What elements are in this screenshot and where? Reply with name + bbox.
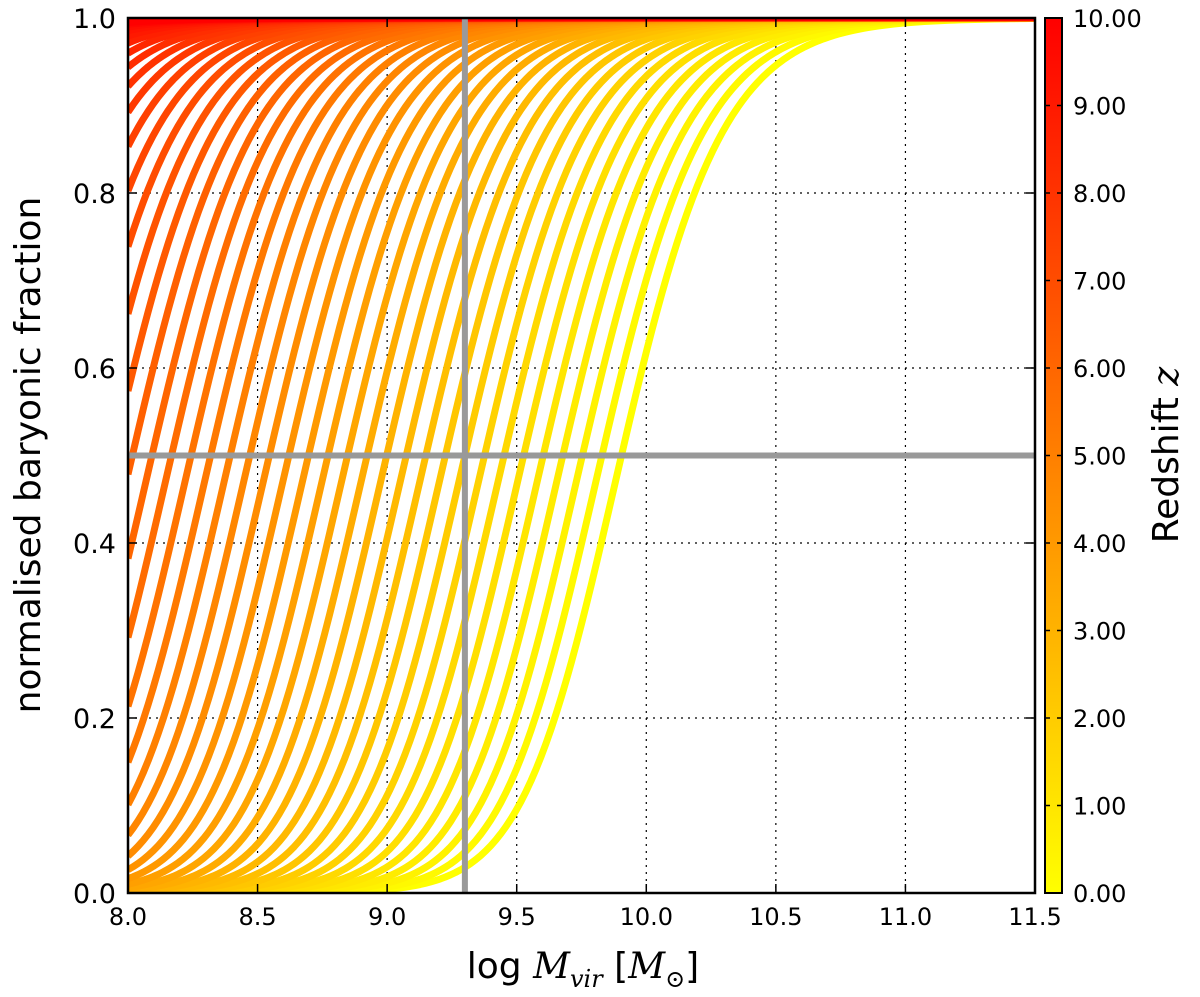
plot-frame bbox=[126, 16, 1037, 895]
x-axis-title: log Mvir [M⊙] bbox=[467, 946, 699, 993]
y-tick-label: 0.8 bbox=[73, 179, 116, 210]
y-tick-label: 0.0 bbox=[73, 879, 116, 910]
colorbar-tick-label: 3.00 bbox=[1073, 618, 1126, 646]
x-tick-label: 10.5 bbox=[749, 903, 802, 931]
x-tick-label: 11.5 bbox=[1008, 903, 1061, 931]
colorbar-tick-label: 0.00 bbox=[1073, 880, 1126, 908]
y-axis-title: normalised baryonic fraction bbox=[8, 197, 49, 714]
colorbar-tick-label: 2.00 bbox=[1073, 705, 1126, 733]
colorbar-tick-label: 10.00 bbox=[1073, 5, 1142, 33]
colorbar-tick-label: 4.00 bbox=[1073, 530, 1126, 558]
colorbar-tick-label: 6.00 bbox=[1073, 355, 1126, 383]
x-tick-label: 9.5 bbox=[498, 903, 536, 931]
y-tick-label: 0.4 bbox=[73, 529, 116, 560]
colorbar-tick-label: 8.00 bbox=[1073, 180, 1126, 208]
y-axis-ticks: 0.0 0.2 0.4 0.6 0.8 1.0 bbox=[73, 4, 1035, 910]
colorbar-tick-label: 7.00 bbox=[1073, 268, 1126, 296]
colorbar-ticks: 0.00 1.00 2.00 3.00 4.00 5.00 6.00 7.00 8.00 9.00… bbox=[1045, 5, 1142, 908]
x-tick-label: 9.0 bbox=[368, 903, 406, 931]
reference-lines bbox=[128, 18, 1035, 893]
x-axis-ticks: 8.0 8.5 9.0 9.5 10.0 10.5 11.0 11.5 bbox=[109, 18, 1062, 931]
y-tick-label: 0.2 bbox=[73, 704, 116, 735]
colorbar: 0.00 1.00 2.00 3.00 4.00 5.00 6.00 7.00 8.00 9.00… bbox=[1044, 5, 1187, 908]
colorbar-tick-label: 5.00 bbox=[1073, 443, 1126, 471]
x-tick-label: 8.0 bbox=[109, 903, 147, 931]
redshift-curve bbox=[128, 18, 1035, 392]
x-tick-label: 11.0 bbox=[879, 903, 932, 931]
x-tick-label: 10.0 bbox=[620, 903, 673, 931]
y-tick-label: 0.6 bbox=[73, 354, 116, 385]
x-tick-label: 8.5 bbox=[238, 903, 276, 931]
y-tick-label: 1.0 bbox=[73, 4, 116, 35]
colorbar-tick-label: 1.00 bbox=[1073, 793, 1126, 821]
colorbar-title: Redshift z bbox=[1146, 366, 1187, 544]
colorbar-tick-label: 9.00 bbox=[1073, 93, 1126, 121]
